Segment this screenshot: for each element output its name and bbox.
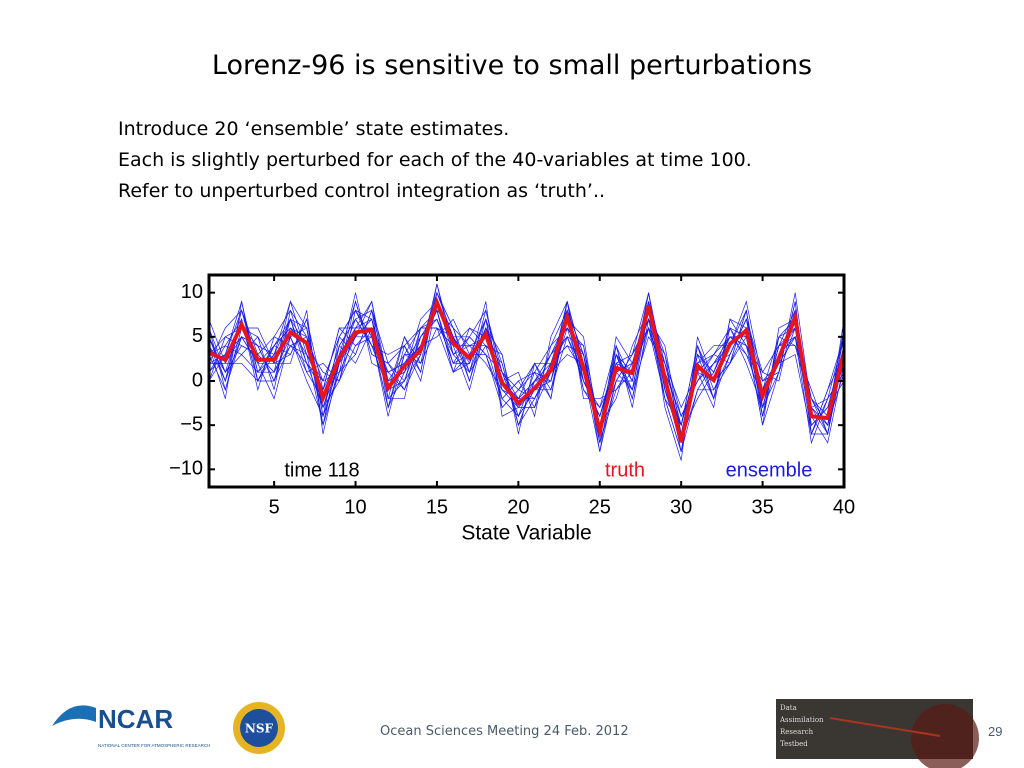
nsf-logo: NSF (245, 722, 274, 736)
ncar-subtitle: NATIONAL CENTER FOR ATMOSPHERIC RESEARCH (98, 743, 210, 748)
ncar-swoosh (52, 705, 96, 726)
ensemble-line (209, 300, 844, 436)
x-tick-label: 40 (833, 496, 855, 518)
page-number: 29 (988, 724, 1003, 739)
y-tick-label: −10 (169, 458, 203, 480)
nsf-disc (240, 709, 278, 747)
ensemble-line (209, 308, 844, 436)
x-tick-label: 30 (670, 496, 692, 518)
text-line: Each is slightly perturbed for each of t… (118, 149, 752, 171)
text-line: Introduce 20 ‘ensemble’ state estimates. (118, 118, 510, 140)
x-tick-label: 25 (589, 496, 611, 518)
ensemble-line (209, 292, 844, 452)
dart-text: Testbed (780, 740, 808, 748)
ensemble-line (209, 292, 844, 445)
y-tick-label: 10 (181, 281, 203, 303)
bullet-text: Introduce 20 ‘ensemble’ state estimates.… (118, 114, 752, 207)
x-axis-label: State Variable (461, 522, 591, 545)
logos: NCAR NATIONAL CENTER FOR ATMOSPHERIC RES… (52, 699, 979, 768)
ensemble-line (209, 291, 844, 452)
y-tick-label: 0 (192, 369, 203, 391)
ensemble-line (209, 291, 844, 443)
x-tick-label: 35 (751, 496, 773, 518)
legend-label: ensemble (726, 459, 813, 481)
ensemble-line (209, 301, 844, 435)
ensemble-line (209, 292, 844, 443)
text-line: Refer to unperturbed control integration… (118, 180, 606, 202)
x-tick-label: 5 (269, 496, 280, 518)
dart-text: Data (780, 704, 797, 712)
dart-text: Assimilation (779, 716, 824, 724)
y-tick-label: −5 (180, 413, 203, 435)
ensemble-line (209, 300, 844, 436)
annotation: time 118 (284, 459, 359, 481)
ensemble-line (209, 283, 844, 461)
chart: 5 10 15 20 25 30 35 40 10 5 0 −5 −10 State Variable ti… (169, 273, 855, 545)
ensemble-line (209, 283, 844, 452)
plot-area (209, 283, 844, 461)
dart (829, 717, 941, 737)
ensemble-line (209, 291, 844, 443)
ncar-logo: NCAR (98, 704, 173, 734)
x-tick-label: 20 (507, 496, 529, 518)
y-tick-label: 5 (192, 325, 203, 347)
dartboard (911, 704, 979, 768)
slide-title: Lorenz-96 is sensitive to small perturba… (211, 50, 813, 81)
x-tick-label: 15 (426, 496, 448, 518)
truth-line (209, 296, 844, 443)
ensemble-line (209, 301, 844, 435)
x-tick-label: 10 (344, 496, 366, 518)
dart-text: Research (780, 728, 814, 736)
footer: Ocean Sciences Meeting 24 Feb. 2012 (380, 724, 629, 739)
legend-label: truth (605, 459, 645, 481)
